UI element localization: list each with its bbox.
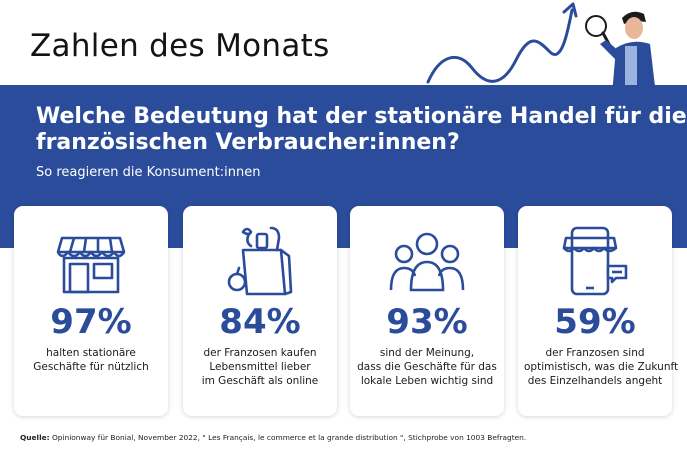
stat-card-2: 84% der Franzosen kaufen Lebensmittel li… (183, 206, 337, 416)
stat-description: halten stationäre Geschäfte für nützlich (33, 347, 149, 373)
storefront-icon (56, 236, 126, 294)
stat-percent: 93% (386, 302, 468, 342)
source-label: Quelle: (20, 433, 50, 442)
grocery-bag-icon (227, 226, 293, 296)
trend-arrow-illustration (426, 2, 656, 95)
stat-card-1: 97% halten stationäre Geschäfte für nütz… (14, 206, 168, 416)
stat-description: der Franzosen sind optimistisch, was die… (524, 347, 679, 387)
arrow-head-icon (562, 2, 578, 18)
page-title: Zahlen des Monats (30, 28, 330, 64)
headline-line-1: Welche Bedeutung hat der stationäre Hand… (36, 104, 687, 129)
people-group-icon (389, 232, 465, 292)
banner-subtitle: So reagieren die Konsument:innen (36, 165, 261, 180)
source-note: Quelle: Opinionway für Bonial, November … (20, 433, 526, 442)
stat-percent: 59% (554, 302, 636, 342)
stat-percent: 84% (219, 302, 301, 342)
mobile-shop-icon (562, 226, 628, 296)
stat-description: der Franzosen kaufen Lebensmittel lieber… (201, 347, 319, 387)
headline-question: Welche Bedeutung hat der stationäre Hand… (36, 104, 687, 156)
source-text: Opinionway für Bonial, November 2022, " … (49, 433, 527, 442)
trend-line-icon (426, 8, 574, 84)
person-with-magnifier-icon (585, 11, 656, 95)
stat-percent: 97% (50, 302, 132, 342)
stat-description: sind der Meinung, dass die Geschäfte für… (357, 347, 497, 387)
headline-line-2: französischen Verbraucher:innen? (36, 130, 460, 155)
stat-card-3: 93% sind der Meinung, dass die Geschäfte… (350, 206, 504, 416)
stat-card-4: 59% der Franzosen sind optimistisch, was… (518, 206, 679, 416)
